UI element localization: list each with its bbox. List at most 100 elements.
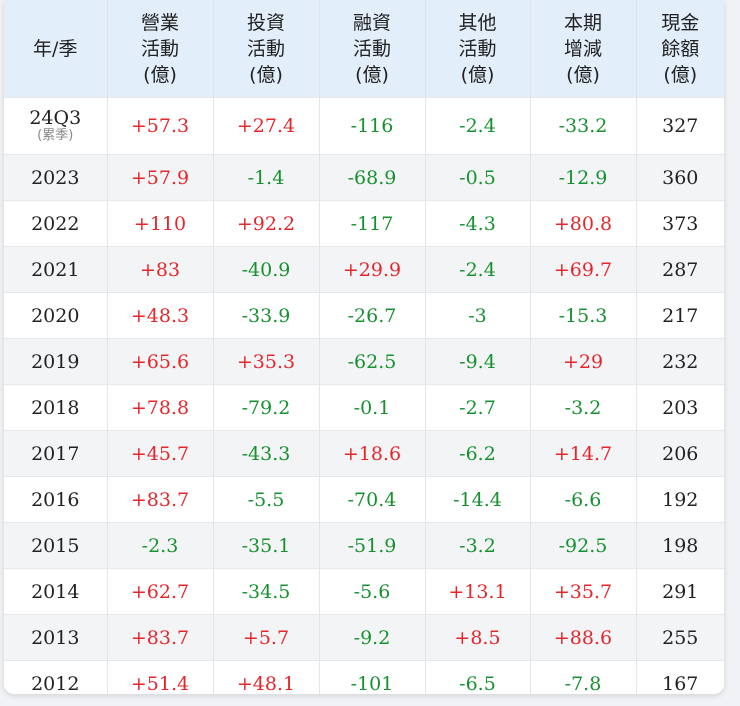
financing-value: -9.2 xyxy=(318,614,425,661)
header-financing: 融資活動 (億) xyxy=(318,0,425,98)
net-change-value: -33.2 xyxy=(529,97,636,155)
operating-value: +57.3 xyxy=(106,97,213,155)
year-note: (累季) xyxy=(37,128,74,143)
other-value: +13.1 xyxy=(424,568,530,615)
year-cell: 2019 xyxy=(4,338,107,385)
net-change-value: +14.7 xyxy=(529,430,636,477)
other-value: -2.4 xyxy=(424,246,530,293)
year-cell: 2012 xyxy=(4,660,107,694)
financing-value: -62.5 xyxy=(318,338,425,385)
cash-balance-value: 373 xyxy=(635,200,724,247)
net-change-value: -3.2 xyxy=(529,384,636,431)
header-other: 其他 活動 (億) xyxy=(424,0,530,98)
investing-value: -33.9 xyxy=(212,292,319,339)
other-value: -0.5 xyxy=(424,154,530,201)
investing-value: -43.3 xyxy=(212,430,319,477)
other-value: -9.4 xyxy=(424,338,530,385)
table-row: 2014 +62.7 -34.5 -5.6 +13.1 +35.7 291 xyxy=(4,568,724,615)
year-label: 2015 xyxy=(31,534,80,557)
year-label: 2017 xyxy=(31,442,80,465)
year-cell: 2023 xyxy=(4,154,107,201)
header-text-line: (億) xyxy=(663,63,698,86)
header-text-line: 本期 xyxy=(563,11,602,34)
header-text-line: (億) xyxy=(355,63,389,86)
cash-balance-value: 287 xyxy=(635,246,724,293)
table-row: 2023 +57.9 -1.4 -68.9 -0.5 -12.9 360 xyxy=(4,154,724,201)
financing-value: -68.9 xyxy=(318,154,425,201)
other-value: +8.5 xyxy=(424,614,530,661)
financing-value: -26.7 xyxy=(318,292,425,339)
financing-value: -101 xyxy=(318,660,425,694)
year-cell: 2015 xyxy=(4,522,107,569)
header-text-line: 活動 xyxy=(458,37,497,60)
table-header-row: 年/季 營業 活動 (億) 投資 活動 (億) 融資 活動 (億) 其他 活動 (億) 本期 增減 (億) 現金… xyxy=(4,0,724,98)
table-body: 24Q3 (累季) +57.3 +27.4 -116 -2.4 -33.2 327 2023 +5… xyxy=(4,97,724,694)
operating-value: -2.3 xyxy=(106,522,213,569)
investing-value: -5.5 xyxy=(212,476,319,523)
other-value: -2.4 xyxy=(424,97,530,155)
operating-value: +110 xyxy=(106,200,213,247)
cash-balance-value: 232 xyxy=(635,338,724,385)
financing-value: -51.9 xyxy=(318,522,425,569)
cash-balance-value: 327 xyxy=(635,97,724,155)
financing-value: +18.6 xyxy=(318,430,425,477)
table-row: 2017 +45.7 -43.3 +18.6 -6.2 +14.7 206 xyxy=(4,430,724,477)
header-text-line: 現金 xyxy=(661,11,700,34)
year-label: 2021 xyxy=(31,258,80,281)
investing-value: -40.9 xyxy=(212,246,319,293)
investing-value: -1.4 xyxy=(212,154,319,201)
header-text-line: 營業 xyxy=(140,11,179,34)
net-change-value: -12.9 xyxy=(529,154,636,201)
header-text-line: (億) xyxy=(460,63,495,86)
cash-balance-value: 217 xyxy=(635,292,724,339)
year-cell: 2021 xyxy=(4,246,107,293)
other-value: -6.5 xyxy=(424,660,530,694)
operating-value: +78.8 xyxy=(106,384,213,431)
header-text-line: 活動 xyxy=(246,37,285,60)
year-cell: 2020 xyxy=(4,292,107,339)
other-value: -2.7 xyxy=(424,384,530,431)
year-label: 2020 xyxy=(31,304,80,327)
header-text-line: 餘額 xyxy=(661,37,700,60)
year-cell: 2013 xyxy=(4,614,107,661)
investing-value: +5.7 xyxy=(212,614,319,661)
cash-flow-table: 年/季 營業 活動 (億) 投資 活動 (億) 融資 活動 (億) 其他 活動 (億) 本期 增減 (億) 現金… xyxy=(4,0,724,694)
financing-value: -5.6 xyxy=(318,568,425,615)
header-text-line: 活動 xyxy=(352,37,391,60)
other-value: -3.2 xyxy=(424,522,530,569)
operating-value: +48.3 xyxy=(106,292,213,339)
investing-value: -34.5 xyxy=(212,568,319,615)
table-row: 2022 +110 +92.2 -117 -4.3 +80.8 373 xyxy=(4,200,724,247)
financing-value: -117 xyxy=(318,200,425,247)
year-label: 2019 xyxy=(31,350,80,373)
investing-value: +27.4 xyxy=(212,97,319,155)
cash-flow-card: 年/季 營業 活動 (億) 投資 活動 (億) 融資 活動 (億) 其他 活動 (億) 本期 增減 (億) 現金… xyxy=(4,0,724,694)
header-cash-balance: 現金餘額 (億) xyxy=(635,0,724,98)
net-change-value: -6.6 xyxy=(529,476,636,523)
cash-balance-value: 291 xyxy=(635,568,724,615)
header-text-line: (億) xyxy=(143,63,177,86)
year-label: 24Q3 xyxy=(29,107,82,129)
net-change-value: +35.7 xyxy=(529,568,636,615)
cash-balance-value: 192 xyxy=(635,476,724,523)
header-investing: 投資 活動 (億) xyxy=(212,0,319,98)
net-change-value: +29 xyxy=(529,338,636,385)
net-change-value: -92.5 xyxy=(529,522,636,569)
operating-value: +45.7 xyxy=(106,430,213,477)
header-text-line: 融資 xyxy=(352,11,391,34)
year-label: 2022 xyxy=(31,212,80,235)
net-change-value: +80.8 xyxy=(529,200,636,247)
year-label: 2014 xyxy=(31,580,80,603)
financing-value: -70.4 xyxy=(318,476,425,523)
year-cell: 2018 xyxy=(4,384,107,431)
net-change-value: +69.7 xyxy=(529,246,636,293)
year-label: 2016 xyxy=(31,488,80,511)
other-value: -6.2 xyxy=(424,430,530,477)
operating-value: +65.6 xyxy=(106,338,213,385)
header-operating: 營業 活動 (億) xyxy=(106,0,213,98)
header-net-change: 本期 增減 (億) xyxy=(529,0,636,98)
financing-value: +29.9 xyxy=(318,246,425,293)
other-value: -3 xyxy=(424,292,530,339)
cash-balance-value: 206 xyxy=(635,430,724,477)
net-change-value: -15.3 xyxy=(529,292,636,339)
